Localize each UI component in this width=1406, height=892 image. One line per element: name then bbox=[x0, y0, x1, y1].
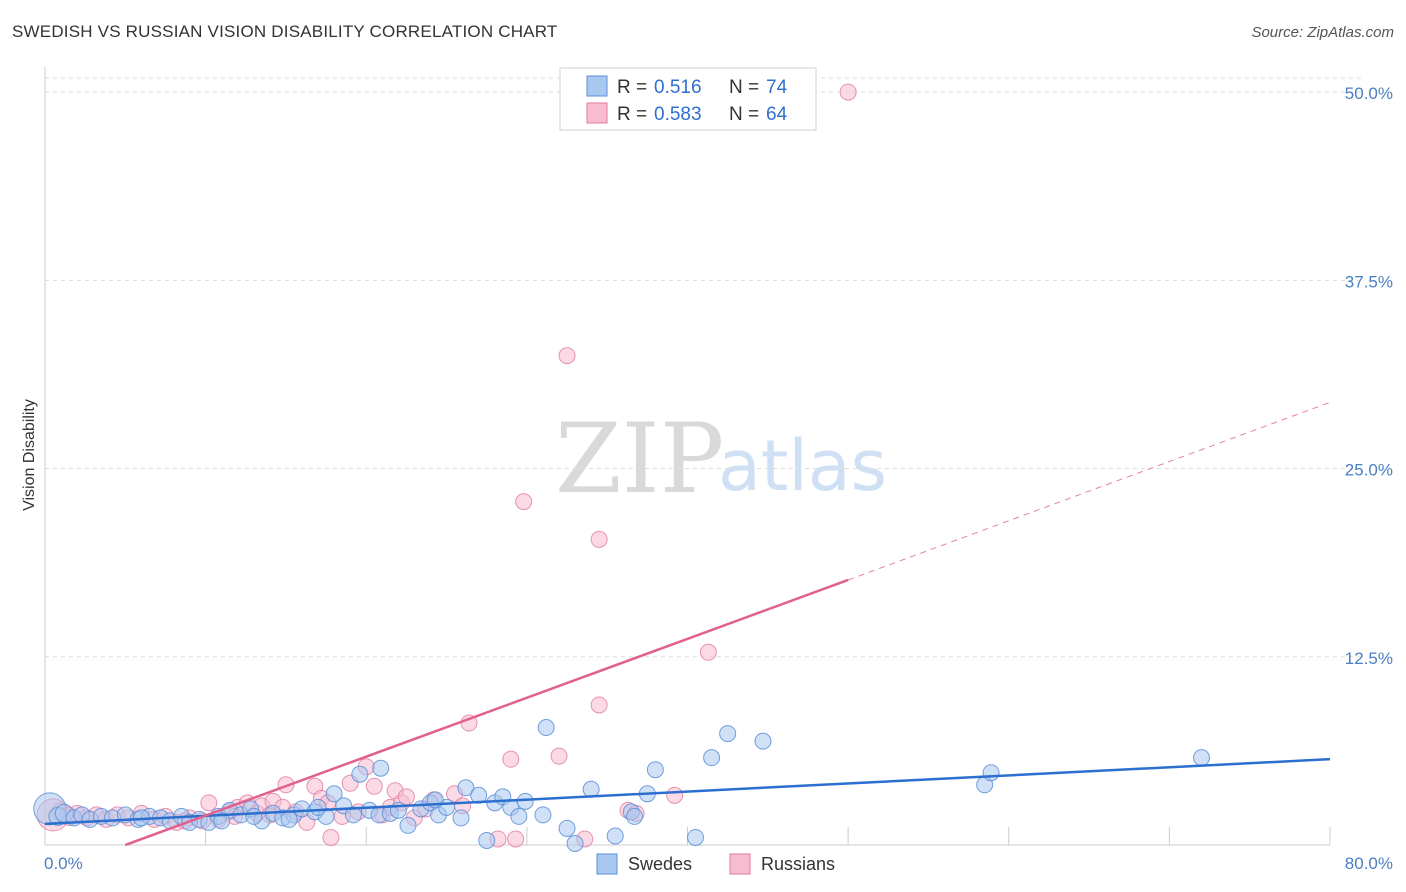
y-tick-label: 50.0% bbox=[1345, 84, 1393, 103]
legend-russians-swatch bbox=[586, 102, 608, 124]
y-axis-label: Vision Disability bbox=[21, 399, 38, 511]
bottom-legend-swedes-swatch bbox=[596, 853, 618, 875]
russians-point bbox=[590, 530, 608, 548]
x-tick-label: 80.0% bbox=[1345, 854, 1393, 873]
axes bbox=[44, 67, 1331, 846]
swedes-trend-line bbox=[44, 757, 1331, 826]
chart-title: SWEDISH VS RUSSIAN VISION DISABILITY COR… bbox=[12, 22, 558, 41]
russians-point bbox=[666, 786, 684, 804]
russians-point bbox=[507, 830, 525, 848]
russians-point bbox=[200, 794, 218, 812]
x-tick-label: 0.0% bbox=[44, 854, 83, 873]
russians-point bbox=[515, 493, 533, 511]
legend-swedes-r-label: R = bbox=[617, 77, 647, 98]
swedes-point bbox=[606, 827, 624, 845]
swedes-point bbox=[1193, 749, 1210, 767]
swedes-point bbox=[372, 759, 390, 777]
russians-point bbox=[502, 750, 520, 768]
swedes-point bbox=[516, 792, 534, 810]
swedes-point bbox=[537, 719, 555, 737]
legend-russians-r-value: 0.583 bbox=[654, 104, 702, 125]
swedes-point bbox=[510, 807, 528, 825]
legend-swedes-n-value: 74 bbox=[766, 77, 788, 98]
bottom-legend-russians-swatch bbox=[729, 853, 751, 875]
russians-point bbox=[550, 747, 568, 765]
swedes-point bbox=[703, 749, 721, 767]
legend-box: R = 0.516 N = 74 R = 0.583 N = 64 bbox=[559, 67, 817, 131]
bottom-legend: Swedes Russians bbox=[596, 853, 835, 875]
swedes-point bbox=[534, 806, 552, 824]
legend-russians-n-label: N = bbox=[729, 104, 759, 125]
swedes-point bbox=[558, 819, 576, 837]
bottom-legend-swedes-label: Swedes bbox=[628, 854, 692, 874]
swedes-point bbox=[646, 761, 664, 779]
russians-point bbox=[558, 347, 576, 365]
swedes-points bbox=[33, 719, 1210, 852]
swedes-point bbox=[478, 831, 496, 849]
y-tick-label: 12.5% bbox=[1345, 649, 1393, 668]
swedes-point bbox=[245, 807, 263, 825]
swedes-point bbox=[457, 779, 475, 797]
swedes-point bbox=[566, 834, 584, 852]
legend-russians-r-label: R = bbox=[617, 104, 647, 125]
y-tick-label: 25.0% bbox=[1345, 461, 1393, 480]
swedes-point bbox=[754, 732, 772, 750]
source-label: Source: ZipAtlas.com bbox=[1251, 24, 1394, 41]
swedes-point bbox=[351, 765, 369, 783]
swedes-point bbox=[719, 725, 737, 743]
y-tick-label: 37.5% bbox=[1345, 272, 1393, 291]
swedes-point bbox=[325, 785, 343, 803]
swedes-point bbox=[625, 807, 643, 825]
russians-point bbox=[365, 777, 383, 795]
legend-swedes-swatch bbox=[586, 75, 608, 97]
swedes-point bbox=[399, 816, 417, 834]
russians-point bbox=[839, 83, 857, 101]
russians-trend-extension bbox=[847, 401, 1331, 581]
swedes-point bbox=[280, 810, 298, 828]
watermark-atlas: atlas bbox=[718, 425, 887, 507]
gridlines bbox=[45, 77, 1365, 658]
watermark-zip: ZIP bbox=[555, 403, 724, 515]
bottom-legend-russians-label: Russians bbox=[761, 854, 835, 874]
legend-swedes-r-value: 0.516 bbox=[654, 77, 702, 98]
legend-swedes-n-label: N = bbox=[729, 77, 759, 98]
swedes-point bbox=[982, 764, 1000, 782]
russians-point bbox=[322, 828, 340, 846]
swedes-point bbox=[213, 812, 231, 830]
russians-point bbox=[590, 696, 608, 714]
swedes-point bbox=[309, 798, 327, 816]
legend-russians-n-value: 64 bbox=[766, 104, 788, 125]
tick-labels: 12.5% 25.0% 37.5% 50.0% 0.0% 80.0% bbox=[44, 84, 1393, 873]
swedes-point bbox=[452, 809, 470, 827]
russians-point bbox=[699, 643, 717, 661]
trend-lines bbox=[44, 401, 1331, 847]
swedes-point bbox=[687, 828, 705, 846]
swedes-point bbox=[344, 806, 362, 824]
russians-trend-line bbox=[124, 578, 849, 847]
